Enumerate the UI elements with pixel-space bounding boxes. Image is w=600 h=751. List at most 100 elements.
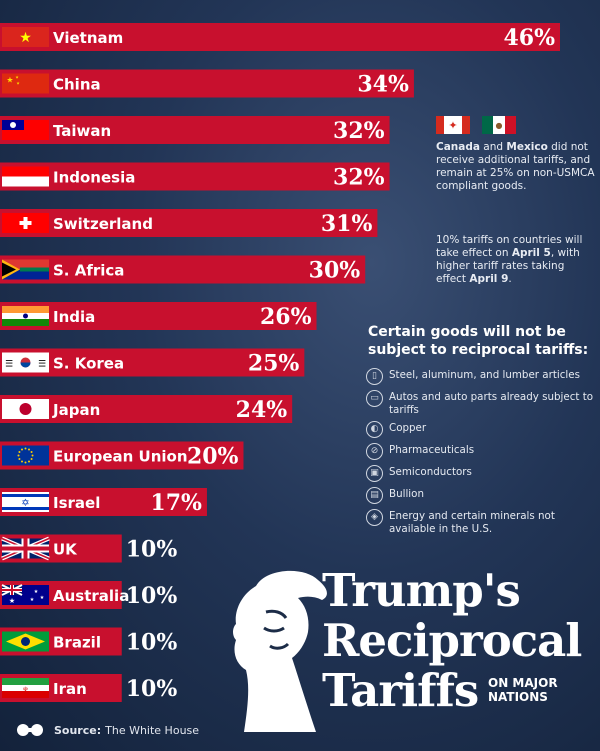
bar-value-label: 10%: [126, 537, 178, 563]
bar-value-label: 17%: [150, 490, 202, 516]
chart-title: Trump's Reciprocal Tariffs: [322, 564, 582, 717]
canada-mexico-note: Canada and Mexico did not receive additi…: [436, 141, 596, 193]
svg-text:☰: ☰: [38, 360, 46, 370]
bar-s-africa: [0, 255, 366, 284]
bar-taiwan: [0, 116, 390, 144]
bar-value-label: 32%: [333, 165, 385, 191]
exempt-item: ▤ Bullion: [366, 487, 596, 504]
bar-category-label: China: [53, 76, 101, 94]
switzerland-flag: [2, 213, 49, 233]
bar-indonesia: [0, 162, 390, 191]
israel-flag: ✡: [2, 492, 49, 512]
exempt-item: ⊘ Pharmaceuticals: [366, 443, 596, 460]
note-and: and: [479, 141, 507, 153]
iran-flag: ☫: [2, 678, 49, 698]
source-label: Source:: [54, 723, 102, 737]
uk-flag: [1, 536, 50, 561]
bar-category-label: Australia: [53, 587, 129, 605]
taiwan-flag: [2, 120, 49, 140]
timing-text-2: , with higher tariff rates taking effect: [436, 247, 580, 285]
exempt-item-label: Autos and auto parts already subject to …: [389, 391, 594, 416]
bar-category-label: Switzerland: [53, 215, 153, 233]
exempt-item-label: Steel, aluminum, and lumber articles: [389, 369, 580, 381]
bar-value-label: 10%: [126, 630, 178, 656]
timing-text-1: 10% tariffs on countries will take effec…: [436, 234, 583, 259]
brazil-flag: [2, 631, 49, 652]
australia-flag: ★★★★: [1, 584, 49, 605]
chart-subtitle: ON MAJOR NATIONS: [488, 676, 578, 704]
bar-value-label: 10%: [126, 583, 178, 609]
source-line: Source: The White House: [16, 721, 199, 739]
svg-text:☫: ☫: [23, 686, 28, 693]
lumber-icon: ▯: [366, 368, 383, 385]
bar-category-label: S. Africa: [53, 262, 124, 280]
timing-text-3: .: [508, 273, 512, 285]
exempt-item-label: Copper: [389, 422, 427, 434]
exempt-item: ◈ Energy and certain minerals not availab…: [366, 509, 596, 535]
bar-value-label: 34%: [357, 72, 409, 98]
exempt-item: ▭ Autos and auto parts already subject to…: [366, 390, 596, 416]
svg-text:★: ★: [16, 81, 20, 86]
bar-china: [0, 69, 414, 98]
timing-date-2: April 9: [469, 273, 509, 285]
south-africa-flag: [2, 259, 49, 280]
bar-s-korea: [0, 348, 305, 377]
china-flag: ★ ★★: [2, 73, 49, 94]
bar-category-label: Brazil: [53, 634, 101, 652]
eu-flag: [2, 445, 49, 466]
bar-category-label: Israel: [53, 494, 100, 512]
bar-value-label: 46%: [503, 25, 555, 51]
brand-logo-icon: [17, 724, 43, 736]
bar-india: [0, 302, 317, 330]
gold-bar-icon: ▤: [366, 487, 383, 504]
mexico-flag: ●: [482, 116, 516, 134]
trump-silhouette-icon: [233, 570, 327, 732]
bar-value-label: 31%: [321, 211, 373, 237]
note-canada-mexico-text: did not receive additional tariffs, and …: [436, 141, 595, 192]
vietnam-flag: ★: [2, 27, 49, 47]
exempt-item-label: Bullion: [389, 488, 424, 500]
bar-value-label: 20%: [187, 444, 239, 470]
svg-text:★: ★: [9, 597, 15, 605]
bar-switzerland: [0, 209, 378, 237]
canada-flag: ✦: [436, 116, 470, 134]
bar-vietnam: [0, 23, 560, 51]
mineral-icon: ◈: [366, 509, 383, 526]
pill-icon: ⊘: [366, 443, 383, 460]
bar-category-label: Japan: [52, 401, 100, 419]
exempt-item: ▣ Semiconductors: [366, 465, 596, 482]
exempt-item-label: Energy and certain minerals not availabl…: [389, 510, 555, 535]
svg-text:★: ★: [6, 76, 13, 85]
svg-text:★: ★: [40, 595, 45, 601]
exempt-item-label: Pharmaceuticals: [389, 444, 475, 456]
bar-value-label: 25%: [248, 351, 300, 377]
bar-category-label: European Union: [53, 448, 188, 466]
bar-category-label: Taiwan: [53, 122, 111, 140]
bar-category-label: Iran: [53, 680, 87, 698]
exempt-goods-list: ▯ Steel, aluminum, and lumber articles ▭ A…: [366, 368, 596, 541]
car-icon: ▭: [366, 390, 383, 407]
canada-mexico-flags: ✦ ●: [436, 116, 516, 134]
bar-category-label: India: [53, 308, 95, 326]
bar-category-label: Vietnam: [53, 29, 123, 47]
exempt-item-label: Semiconductors: [389, 466, 472, 478]
note-mexico: Mexico: [506, 141, 548, 153]
svg-text:★: ★: [34, 589, 39, 595]
source-text: The White House: [105, 723, 200, 737]
bar-value-label: 10%: [126, 676, 178, 702]
indonesia-flag: [2, 166, 49, 187]
svg-text:★: ★: [30, 597, 35, 603]
timing-note: 10% tariffs on countries will take effec…: [436, 234, 596, 286]
svg-text:★: ★: [15, 75, 19, 80]
svg-text:✡: ✡: [21, 498, 29, 509]
svg-text:★: ★: [19, 30, 32, 46]
exempt-goods-title: Certain goods will not be subject to rec…: [368, 324, 589, 358]
bar-category-label: S. Korea: [53, 355, 124, 373]
svg-text:☰: ☰: [5, 360, 13, 370]
title-line-3: Tariffs: [322, 664, 479, 717]
bar-value-label: 24%: [236, 397, 288, 423]
title-line-1: Trump's: [322, 564, 521, 617]
subtitle-line-2: NATIONS: [488, 690, 548, 704]
bar-value-label: 30%: [309, 258, 361, 284]
